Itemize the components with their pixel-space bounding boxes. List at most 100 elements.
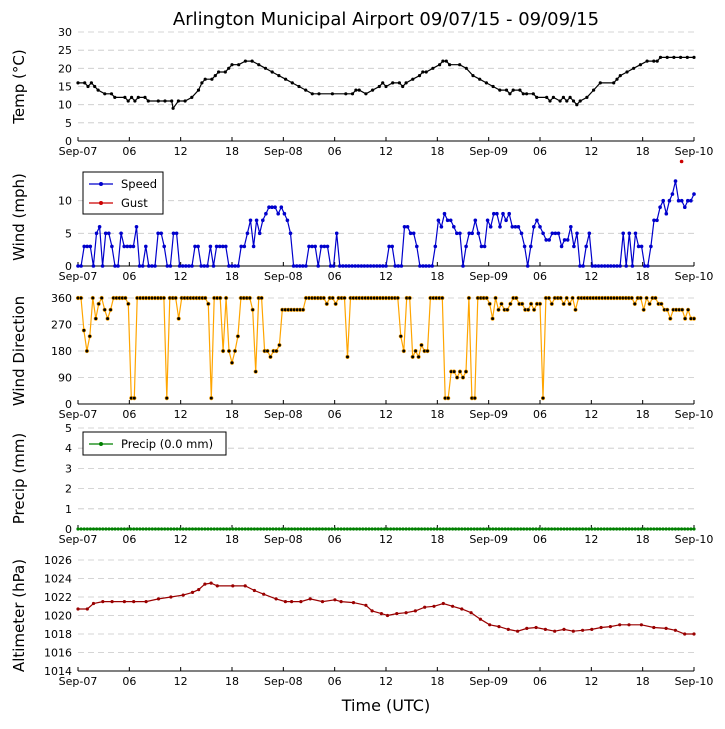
data-point	[410, 354, 415, 360]
data-point	[505, 307, 510, 312]
data-point	[262, 527, 266, 531]
x-tick-label: 06	[328, 408, 342, 421]
data-point	[506, 627, 510, 632]
data-point	[440, 295, 445, 301]
data-point	[331, 264, 336, 268]
data-point	[200, 527, 204, 531]
data-point	[529, 244, 533, 249]
data-point	[685, 307, 691, 312]
data-point	[645, 59, 649, 63]
data-point	[122, 527, 126, 531]
data-point	[513, 225, 518, 229]
data-point	[181, 527, 185, 531]
y-tick-label: 3	[65, 462, 72, 475]
data-point	[376, 527, 380, 531]
data-point	[473, 218, 478, 223]
data-point	[667, 527, 671, 531]
data-point	[206, 527, 210, 531]
data-point	[221, 244, 225, 249]
data-point	[265, 348, 270, 354]
data-point	[310, 244, 314, 249]
data-point	[463, 527, 467, 531]
data-point	[144, 600, 148, 604]
data-point	[590, 627, 594, 632]
data-point	[659, 301, 664, 307]
series-line-direction	[78, 296, 694, 399]
data-point	[551, 95, 556, 99]
data-point	[404, 81, 408, 85]
data-point	[438, 63, 442, 67]
data-point	[581, 527, 585, 531]
x-axis-label: Time (UTC)	[341, 696, 430, 715]
data-point	[304, 264, 308, 268]
data-point	[647, 301, 652, 307]
data-point	[146, 99, 150, 103]
data-point	[528, 527, 532, 531]
data-point	[280, 527, 284, 531]
data-point	[516, 225, 521, 229]
data-point	[364, 527, 368, 531]
data-point	[193, 244, 197, 249]
legend-label: Speed	[121, 177, 157, 191]
data-point	[277, 527, 281, 531]
data-point	[277, 343, 282, 348]
data-point	[259, 527, 263, 531]
data-point	[93, 84, 97, 89]
data-point	[430, 264, 435, 268]
data-point	[184, 264, 188, 268]
data-point	[562, 238, 567, 242]
data-point	[461, 264, 465, 268]
data-point	[253, 369, 258, 374]
data-point	[432, 527, 436, 531]
data-point	[345, 354, 350, 360]
data-point	[451, 604, 455, 608]
data-point	[101, 527, 105, 531]
data-point	[361, 527, 365, 531]
data-point	[627, 231, 632, 236]
data-point	[471, 74, 475, 78]
data-point	[320, 527, 325, 531]
data-point	[99, 295, 104, 301]
data-point	[79, 264, 83, 268]
data-point	[85, 527, 89, 531]
data-point	[413, 609, 417, 613]
data-point	[543, 627, 548, 632]
data-point	[553, 231, 558, 236]
data-point	[297, 84, 301, 89]
data-point	[232, 348, 238, 354]
data-point	[76, 264, 80, 268]
data-point	[488, 623, 492, 627]
data-point	[525, 92, 529, 96]
data-point	[612, 81, 616, 85]
data-point	[596, 264, 601, 268]
data-point	[410, 527, 414, 531]
data-point	[257, 231, 262, 236]
data-point	[413, 527, 417, 531]
y-tick-label: 0	[65, 398, 72, 411]
data-point	[187, 527, 191, 531]
data-point	[556, 527, 560, 531]
data-point	[116, 527, 120, 531]
data-point	[79, 527, 83, 531]
data-point	[85, 244, 89, 249]
data-point	[611, 527, 616, 531]
data-point	[91, 527, 96, 531]
data-point	[248, 218, 253, 223]
data-point	[116, 264, 120, 268]
data-point	[396, 264, 401, 268]
data-point	[82, 244, 86, 249]
x-tick-label: 06	[122, 270, 136, 283]
data-point	[350, 264, 354, 268]
data-point	[333, 301, 338, 307]
data-point	[655, 218, 659, 223]
y-tick-label: 4	[65, 442, 72, 455]
data-point	[689, 198, 693, 203]
data-point	[433, 244, 438, 249]
data-point	[482, 244, 487, 249]
data-point	[408, 231, 413, 236]
data-point	[466, 295, 472, 301]
data-point	[565, 238, 570, 242]
data-point	[181, 593, 185, 597]
data-point	[227, 264, 231, 268]
data-point	[203, 295, 208, 301]
